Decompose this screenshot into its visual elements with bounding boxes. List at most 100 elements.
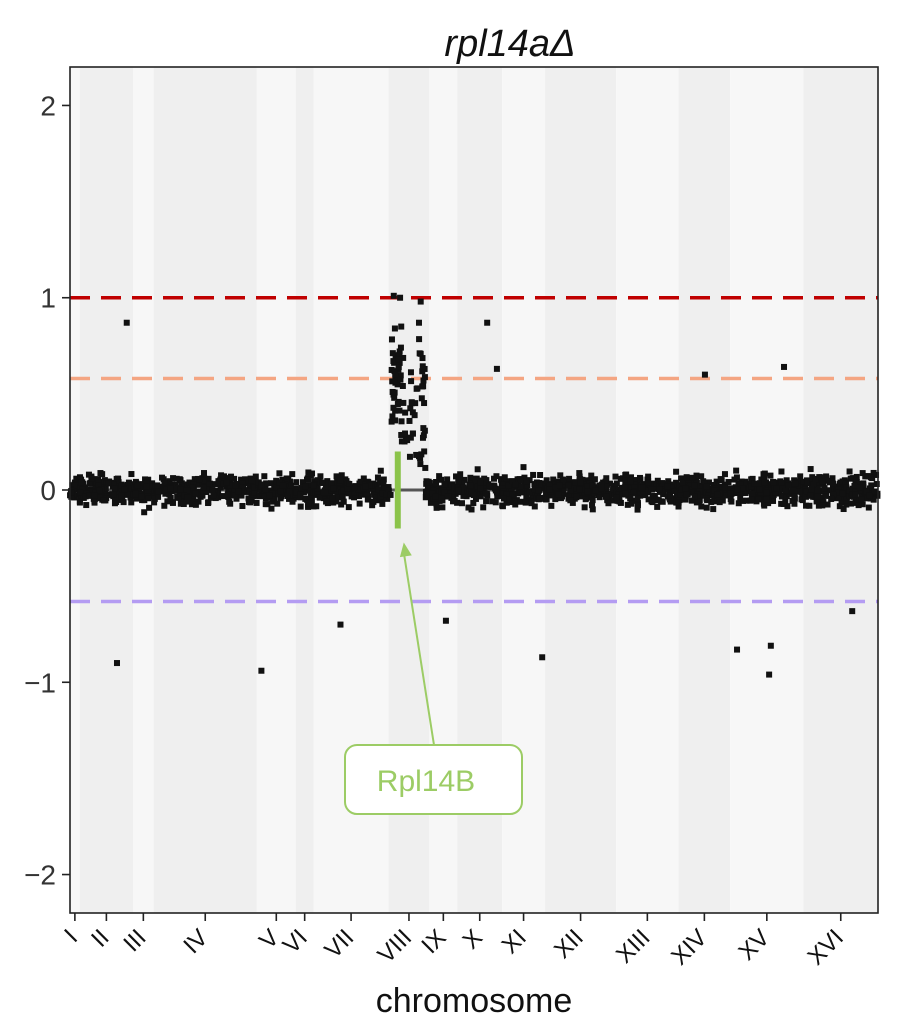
data-point	[355, 486, 362, 493]
chart-title: rpl14aΔ	[444, 23, 575, 65]
data-point	[730, 488, 737, 495]
data-point	[406, 453, 413, 460]
data-point	[409, 430, 416, 437]
data-point	[261, 473, 268, 480]
data-point	[778, 468, 785, 475]
data-point	[756, 486, 763, 493]
data-point	[416, 336, 423, 343]
data-point	[577, 489, 584, 496]
data-point	[565, 492, 572, 499]
data-point	[814, 493, 821, 500]
data-point	[558, 492, 565, 499]
data-point	[391, 394, 398, 401]
data-point	[667, 498, 674, 505]
data-point	[111, 485, 118, 492]
data-point	[631, 481, 638, 488]
x-tick-label-viii: VIII	[373, 924, 418, 969]
data-point	[86, 480, 93, 487]
data-point	[468, 506, 475, 513]
data-point	[79, 484, 86, 491]
data-point	[477, 479, 484, 486]
data-point	[480, 482, 487, 489]
x-tick-label-ii: II	[86, 924, 115, 953]
data-point	[843, 497, 850, 504]
data-point	[605, 500, 612, 507]
data-point	[402, 430, 409, 437]
data-point	[184, 498, 191, 505]
data-point	[677, 491, 684, 498]
data-point	[522, 499, 529, 506]
data-point	[217, 484, 224, 491]
data-point	[603, 483, 610, 490]
data-point	[77, 489, 84, 496]
data-point	[426, 479, 433, 486]
data-point	[397, 294, 404, 301]
data-point	[731, 476, 738, 483]
data-point	[649, 499, 656, 506]
data-point	[397, 376, 404, 383]
data-point	[411, 412, 418, 419]
data-point	[852, 497, 859, 504]
data-point	[399, 382, 406, 389]
data-point	[581, 504, 588, 511]
data-point	[458, 488, 465, 495]
data-point	[779, 484, 786, 491]
data-point	[560, 488, 567, 495]
data-point	[159, 474, 166, 481]
data-point	[337, 621, 344, 628]
data-point	[345, 490, 352, 497]
data-point	[610, 486, 617, 493]
data-point	[634, 495, 641, 502]
data-point	[115, 479, 122, 486]
data-point	[820, 499, 827, 506]
x-tick-label-xiii: XIII	[611, 924, 656, 969]
data-point	[389, 413, 396, 420]
data-point	[334, 473, 341, 480]
data-point	[105, 480, 112, 487]
data-point	[589, 497, 596, 504]
data-point	[421, 400, 428, 407]
data-point	[757, 492, 764, 499]
data-point	[276, 479, 283, 486]
data-point	[785, 482, 792, 489]
data-point	[859, 470, 866, 477]
data-point	[630, 489, 637, 496]
data-point	[323, 498, 330, 505]
data-point	[710, 481, 717, 488]
data-point	[88, 475, 95, 482]
data-point	[589, 482, 596, 489]
data-point	[664, 483, 671, 490]
data-point	[231, 492, 238, 499]
data-point	[852, 491, 859, 498]
data-point	[809, 474, 816, 481]
data-point	[455, 478, 462, 485]
data-point	[624, 501, 631, 508]
data-point	[322, 483, 329, 490]
data-point	[180, 501, 187, 508]
data-point	[436, 473, 443, 480]
data-point	[460, 484, 467, 491]
data-point	[870, 496, 877, 503]
data-point	[645, 473, 652, 480]
data-point	[239, 480, 246, 487]
data-point	[698, 503, 705, 510]
data-point	[139, 481, 146, 488]
data-point	[162, 490, 169, 497]
data-point	[320, 489, 327, 496]
data-point	[584, 488, 591, 495]
data-point	[247, 499, 254, 506]
data-point	[517, 498, 524, 505]
data-point	[451, 498, 458, 505]
data-point	[297, 491, 304, 498]
data-point	[76, 499, 83, 506]
data-point	[184, 487, 191, 494]
data-point	[362, 483, 369, 490]
data-point	[721, 471, 728, 478]
data-point	[582, 496, 589, 503]
data-point	[681, 495, 688, 502]
data-point	[553, 480, 560, 487]
data-point	[645, 487, 652, 494]
data-point	[798, 496, 805, 503]
data-point	[125, 490, 132, 497]
